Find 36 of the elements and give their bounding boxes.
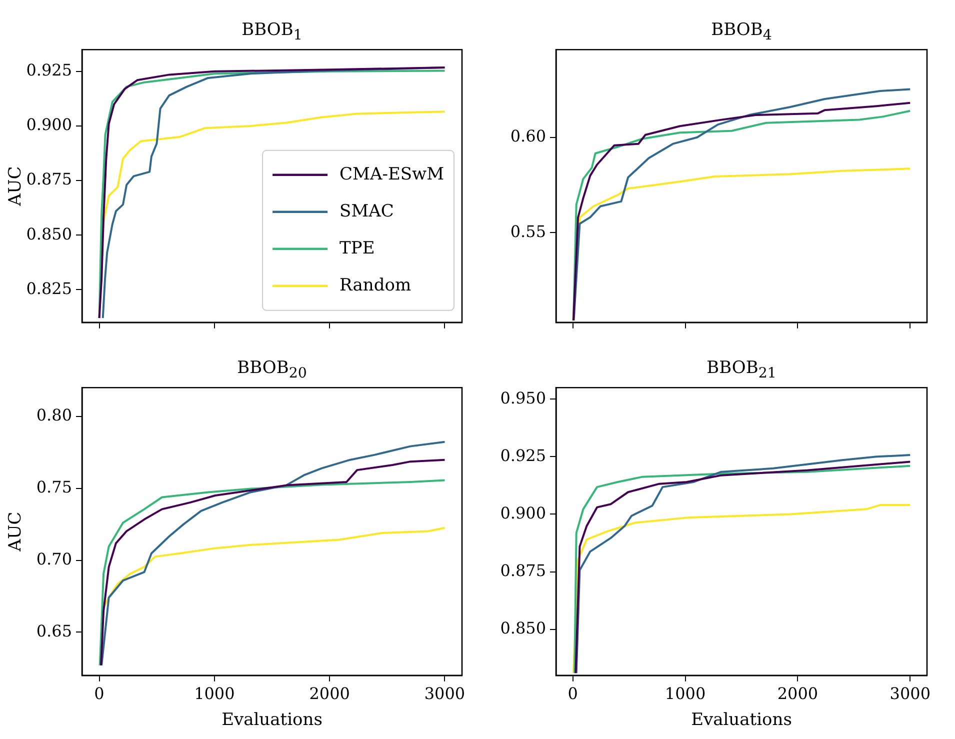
legend-label: SMAC (340, 201, 394, 222)
x-axis-title: Evaluations (691, 710, 792, 730)
y-tick-label: 0.925 (26, 60, 72, 80)
x-tick-label: 2000 (777, 684, 818, 704)
chart-title: BBOB$_{20}$ (237, 358, 307, 381)
y-tick-label: 0.80 (36, 406, 72, 425)
y-tick-label: 0.75 (36, 477, 72, 496)
x-tick-label: 3000 (890, 684, 930, 704)
x-tick-label: 1000 (194, 684, 235, 704)
y-tick-label: 0.925 (500, 446, 546, 465)
legend-label: CMA-ESwM (340, 164, 444, 184)
chart-title: BBOB$_{4}$ (711, 20, 772, 43)
y-tick-label: 0.875 (26, 170, 72, 189)
y-tick-label: 0.850 (26, 224, 72, 244)
chart-title: BBOB$_{1}$ (242, 20, 302, 43)
y-tick-label: 0.60 (510, 126, 546, 146)
y-tick-label: 0.900 (26, 115, 72, 134)
x-axis-title: Evaluations (222, 710, 322, 730)
y-tick-label: 0.950 (500, 388, 546, 408)
x-tick-label: 3000 (424, 684, 466, 704)
x-tick-label: 2000 (309, 684, 350, 704)
x-tick-label: 0 (94, 684, 104, 704)
x-tick-label: 0 (568, 684, 578, 704)
y-tick-label: 0.55 (510, 222, 546, 241)
y-axis-title: AUC (6, 166, 26, 207)
y-tick-label: 0.70 (36, 549, 72, 568)
y-tick-label: 0.825 (26, 278, 72, 298)
legend-label: TPE (340, 238, 375, 258)
legend-label: Random (340, 275, 412, 296)
y-tick-label: 0.65 (36, 621, 72, 640)
y-axis-title: AUC (6, 512, 26, 552)
y-tick-label: 0.900 (500, 503, 546, 522)
x-tick-label: 1000 (664, 684, 706, 704)
y-tick-label: 0.875 (500, 560, 546, 580)
chart-title: BBOB$_{21}$ (706, 358, 776, 381)
y-tick-label: 0.850 (500, 618, 546, 638)
